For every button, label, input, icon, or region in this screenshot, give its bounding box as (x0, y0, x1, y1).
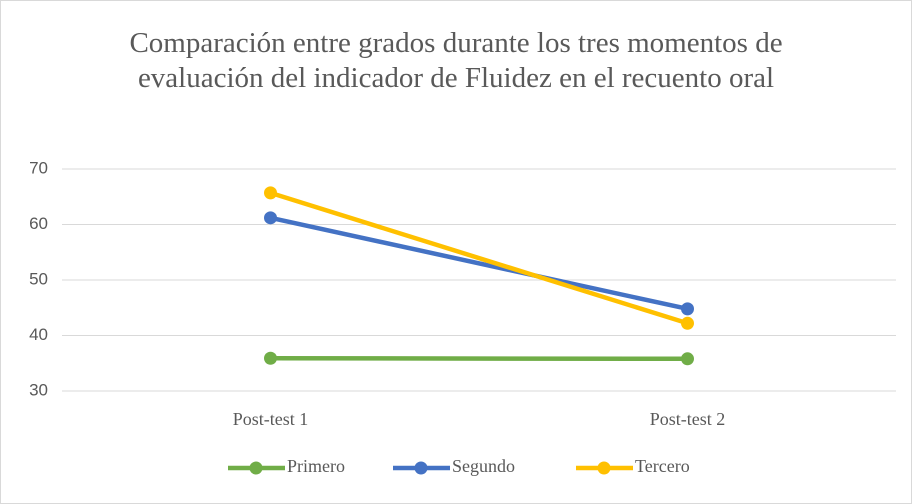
y-tick-label: 70 (29, 158, 48, 177)
data-point (264, 211, 277, 225)
legend-label: Tercero (635, 456, 690, 476)
x-tick-label: Post-test 1 (233, 409, 309, 429)
series-line (268, 215, 690, 312)
legend-marker (249, 461, 263, 475)
legend-label: Primero (287, 456, 345, 476)
y-tick-label: 50 (29, 269, 48, 288)
legend-marker (597, 461, 611, 475)
series-line (268, 190, 690, 326)
data-point (681, 352, 694, 366)
y-tick-label: 40 (29, 325, 48, 344)
y-tick-label: 30 (29, 380, 48, 399)
x-tick-label: Post-test 2 (650, 409, 726, 429)
data-point (264, 186, 277, 200)
data-point (264, 351, 277, 365)
data-point (681, 302, 694, 316)
legend-marker (414, 461, 428, 475)
data-point (681, 316, 694, 330)
y-tick-label: 60 (29, 214, 48, 233)
legend-label: Segundo (452, 456, 515, 476)
chart-title: Comparación entre grados durante los tre… (129, 27, 783, 94)
series-line (268, 356, 690, 362)
